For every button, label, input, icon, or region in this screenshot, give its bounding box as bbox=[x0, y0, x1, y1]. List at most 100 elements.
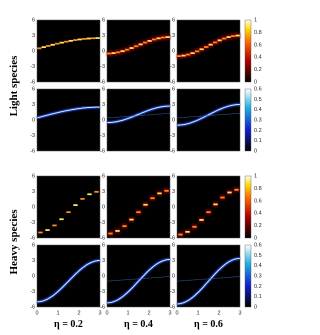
colorbar-tick-label: 1 bbox=[254, 173, 257, 179]
density-dash bbox=[226, 36, 231, 38]
heatmap-panel bbox=[107, 89, 170, 151]
spectrum-branch bbox=[176, 276, 241, 282]
density-dash bbox=[77, 38, 82, 41]
colorbar-tick-label: 0.5 bbox=[254, 97, 262, 103]
colorbar bbox=[244, 88, 252, 152]
y-tick-label: -3 bbox=[100, 64, 105, 70]
heatmap-panel bbox=[37, 176, 100, 238]
panel-frame bbox=[36, 244, 101, 308]
density-dash bbox=[161, 36, 166, 39]
density-dash bbox=[190, 52, 195, 55]
x-tick-label: 0 bbox=[175, 310, 178, 316]
x-tick-label: 3 bbox=[98, 310, 101, 316]
y-tick-label: -6 bbox=[30, 148, 35, 154]
y-tick-label: -6 bbox=[170, 148, 175, 154]
y-tick-label: 6 bbox=[172, 242, 175, 248]
y-tick-label: -3 bbox=[30, 64, 35, 70]
y-tick-label: 0 bbox=[32, 48, 35, 54]
panel-frame bbox=[36, 19, 101, 83]
spectrum-line bbox=[106, 259, 170, 304]
density-dash bbox=[122, 225, 127, 228]
density-dash bbox=[87, 193, 92, 196]
colorbar-tick-label: 0.1 bbox=[254, 138, 262, 144]
heatmap-panel bbox=[177, 245, 240, 307]
y-tick-label: -6 bbox=[100, 148, 105, 154]
heatmap-panel bbox=[177, 176, 240, 238]
y-tick-label: -3 bbox=[100, 289, 105, 295]
panel-frame bbox=[176, 175, 241, 239]
density-dash bbox=[199, 219, 204, 221]
density-dash bbox=[164, 189, 169, 192]
density-dash bbox=[213, 41, 218, 44]
y-tick-label: 6 bbox=[32, 242, 35, 248]
density-dash bbox=[115, 230, 120, 232]
density-dash bbox=[91, 37, 96, 40]
colorbar bbox=[244, 175, 252, 239]
spectrum-line bbox=[107, 105, 171, 124]
density-dash bbox=[152, 38, 157, 41]
spectrum-branch bbox=[107, 113, 171, 119]
colorbar-tick-label: 0.4 bbox=[254, 211, 262, 217]
x-tick-label: 1 bbox=[126, 310, 129, 316]
y-tick-label: 3 bbox=[172, 102, 175, 108]
colorbar-tick-label: 0.2 bbox=[254, 128, 262, 134]
x-tick-label: 2 bbox=[147, 310, 150, 316]
y-tick-label: 0 bbox=[172, 204, 175, 210]
colorbar-tick-label: 0.6 bbox=[254, 242, 262, 248]
density-dash bbox=[156, 37, 161, 40]
density-dash bbox=[206, 211, 211, 214]
density-dash bbox=[45, 229, 50, 231]
y-tick-label: 3 bbox=[102, 33, 105, 39]
y-tick-label: 6 bbox=[102, 17, 105, 23]
density-dash bbox=[134, 45, 139, 48]
y-tick-label: 3 bbox=[102, 189, 105, 195]
y-tick-label: -3 bbox=[30, 133, 35, 139]
density-dash bbox=[108, 232, 113, 235]
panel-frame bbox=[36, 88, 101, 152]
spectrum-line bbox=[177, 104, 240, 126]
density-dash bbox=[95, 37, 100, 40]
density-dash bbox=[147, 40, 152, 42]
density-dash bbox=[235, 34, 240, 37]
heatmap-panel bbox=[177, 89, 240, 151]
colorbar-tick-label: 0.4 bbox=[254, 263, 262, 269]
density-dash bbox=[192, 225, 197, 228]
y-tick-label: 0 bbox=[32, 117, 35, 123]
y-tick-label: 3 bbox=[172, 33, 175, 39]
x-tick-label: 3 bbox=[238, 310, 241, 316]
colorbar-tick-label: 0.8 bbox=[254, 30, 262, 36]
density-dash bbox=[150, 197, 155, 200]
colorbar-tick-label: 0.3 bbox=[254, 273, 262, 279]
density-dash bbox=[120, 50, 125, 53]
density-dash bbox=[82, 38, 87, 40]
y-tick-label: 6 bbox=[102, 242, 105, 248]
density-dash bbox=[55, 42, 60, 45]
y-tick-label: 3 bbox=[32, 189, 35, 195]
y-tick-label: 3 bbox=[32, 33, 35, 39]
density-dash bbox=[80, 197, 85, 200]
y-tick-label: -6 bbox=[30, 304, 35, 310]
density-dash bbox=[111, 52, 116, 55]
panel-frame bbox=[106, 88, 171, 152]
density-dash bbox=[46, 45, 51, 47]
colorbar-tick-label: 0.6 bbox=[254, 198, 262, 204]
x-tick-label: 2 bbox=[77, 310, 80, 316]
colorbar-tick-label: 0.4 bbox=[254, 107, 262, 113]
density-dash bbox=[234, 188, 239, 191]
density-dash bbox=[64, 40, 69, 43]
y-tick-label: 0 bbox=[102, 273, 105, 279]
panel-frame bbox=[176, 244, 241, 308]
y-tick-label: 6 bbox=[102, 86, 105, 92]
colorbar-tick-label: 0.6 bbox=[254, 86, 262, 92]
colorbar-tick-label: 0.8 bbox=[254, 186, 262, 192]
heatmap-panel bbox=[177, 20, 240, 82]
y-tick-label: -3 bbox=[100, 220, 105, 226]
density-dash bbox=[66, 211, 71, 214]
y-tick-label: -3 bbox=[170, 289, 175, 295]
spectrum-line bbox=[177, 257, 241, 305]
heatmap-panel bbox=[37, 20, 100, 82]
y-tick-label: 0 bbox=[172, 48, 175, 54]
density-dash bbox=[208, 43, 213, 46]
y-tick-label: 0 bbox=[102, 48, 105, 54]
density-dash bbox=[73, 39, 78, 41]
